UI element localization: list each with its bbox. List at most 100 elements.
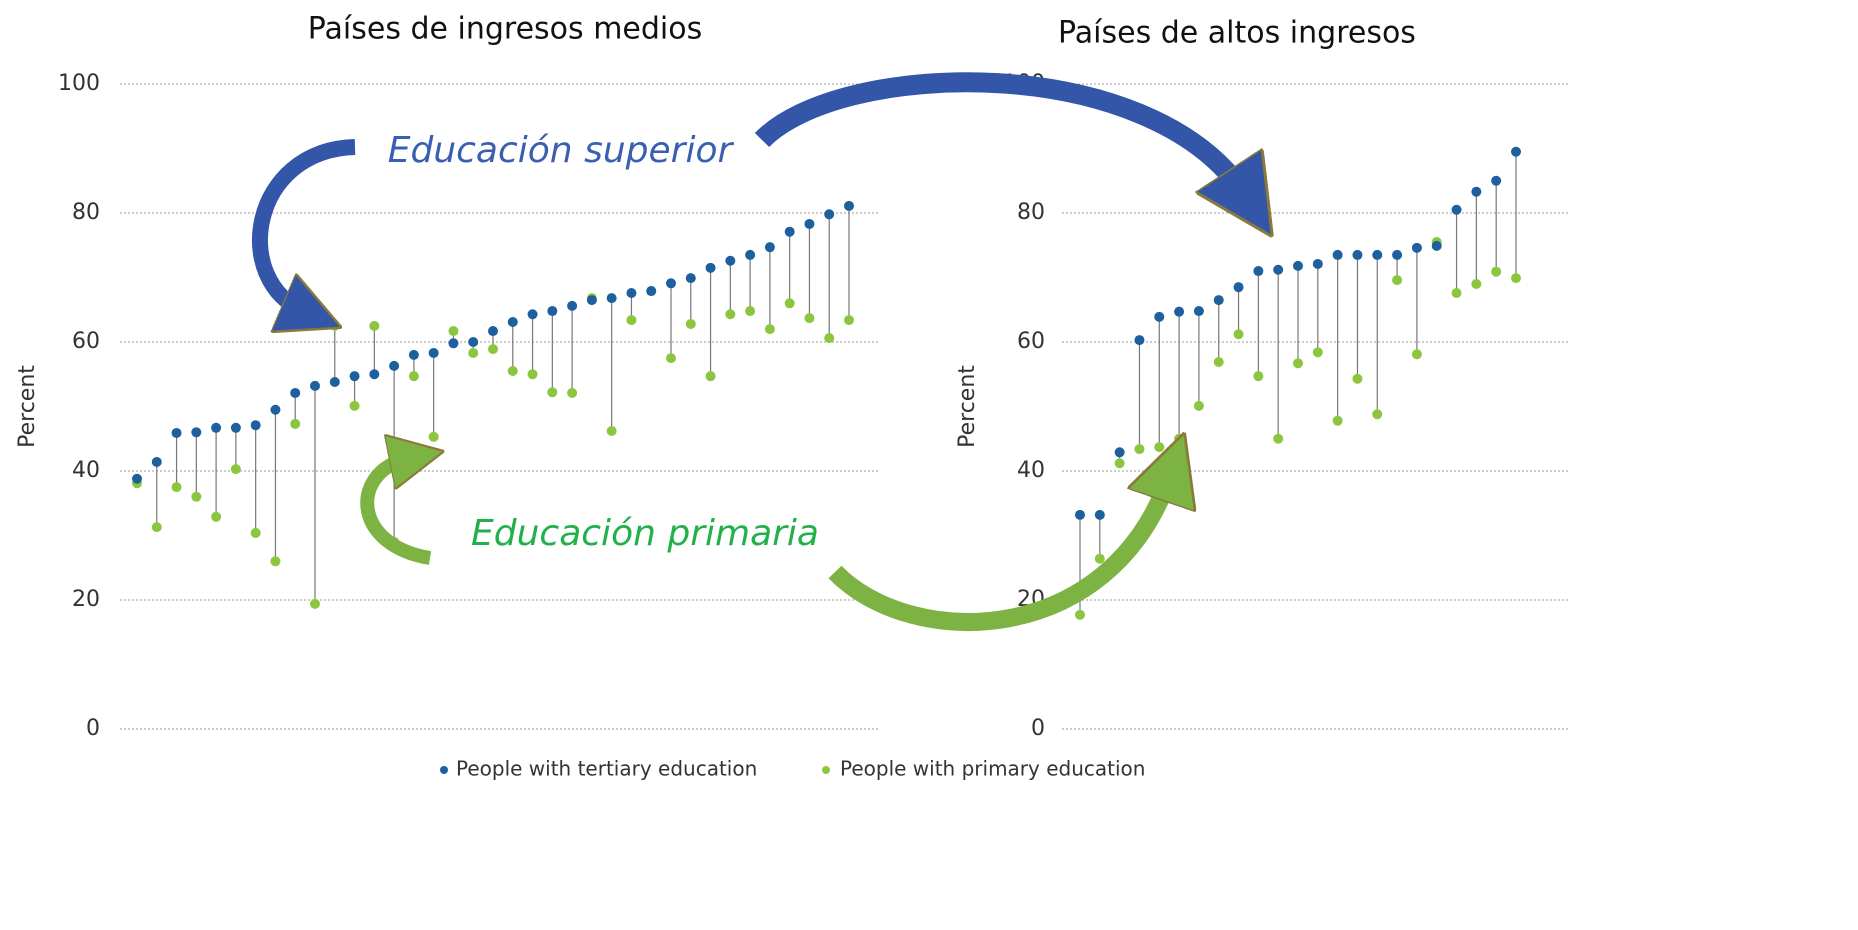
primary-dot [1352, 373, 1363, 384]
tertiary-dot [171, 427, 182, 438]
tertiary-dot [606, 293, 617, 304]
tertiary-dot [349, 371, 360, 382]
tertiary-dot [329, 376, 340, 387]
tertiary-dot [290, 387, 301, 398]
primary-dot [1392, 275, 1403, 286]
tertiary-dot [804, 218, 815, 229]
chart-title: Países de ingresos medios [308, 12, 702, 47]
arrow [360, 458, 430, 565]
tertiary-dot [764, 242, 775, 253]
tertiary-dot [132, 473, 142, 484]
primary-dot [171, 482, 182, 493]
tertiary-dot [725, 255, 736, 266]
tertiary-dot [488, 326, 498, 337]
primary-dot [270, 556, 281, 567]
primary-dot [527, 369, 538, 380]
y-tick-label: 0 [1031, 716, 1045, 741]
y-tick-label: 40 [1017, 458, 1045, 483]
tertiary-dot [448, 338, 459, 349]
y-axis-label: Percent [955, 365, 980, 448]
tertiary-dot [824, 209, 835, 220]
primary-dot [1213, 356, 1224, 367]
tertiary-dot [626, 287, 637, 298]
tertiary-dot [1312, 258, 1323, 269]
tertiary-dot [408, 349, 419, 360]
tertiary-dot [1253, 266, 1264, 277]
tertiary-dot [211, 422, 222, 433]
arrow [828, 475, 1170, 631]
arrow [754, 72, 1245, 195]
tertiary-dot [151, 456, 162, 467]
tertiary-dot [389, 360, 400, 371]
primary-dot [1233, 329, 1244, 340]
primary-dot [547, 387, 558, 398]
primary-dot [290, 418, 301, 429]
tertiary-dot [507, 317, 518, 328]
legend: People with tertiary education People wi… [440, 757, 1145, 781]
y-tick-label: 80 [1017, 200, 1045, 225]
tertiary-dot [369, 369, 380, 380]
y-tick-label: 60 [72, 329, 100, 354]
primary-dot [1411, 349, 1422, 360]
tertiary-dot [547, 306, 558, 317]
tertiary-dot [1332, 249, 1343, 260]
tertiary-dot [1491, 175, 1502, 186]
primary-dot [250, 527, 261, 538]
primary-dot [567, 387, 578, 398]
y-tick-label: 60 [1017, 329, 1045, 354]
primary-dot [1134, 444, 1145, 455]
tertiary-dot [784, 226, 795, 237]
primary-dot [310, 598, 320, 609]
primary-dot [725, 309, 736, 320]
y-tick-label: 0 [86, 716, 100, 741]
primary-dot [428, 431, 439, 442]
primary-dot [685, 318, 696, 329]
primary-dot [1293, 358, 1303, 369]
primary-dot [1253, 371, 1264, 382]
tertiary-dot [1094, 509, 1105, 520]
primary-dot [784, 298, 795, 309]
primary-dot [1372, 409, 1383, 420]
tertiary-dot [527, 309, 538, 320]
primary-dot [705, 371, 716, 382]
tertiary-dot [1293, 260, 1303, 271]
primary-dot [606, 426, 617, 437]
primary-dot [1471, 278, 1482, 289]
arrow [252, 139, 356, 312]
tertiary-dot [1352, 249, 1363, 260]
primary-dot [1312, 347, 1323, 358]
tertiary-dot [1273, 264, 1284, 275]
tertiary-dot [230, 422, 241, 433]
primary-dot [1154, 442, 1165, 453]
plots: Países de ingresos medios Percent 0 20 40 60 8… [15, 12, 1568, 741]
primary-dot [408, 371, 419, 382]
tertiary-dot [468, 337, 479, 347]
primary-dot [230, 464, 241, 475]
primary-dot [1273, 433, 1284, 444]
y-tick-label: 100 [58, 71, 100, 96]
primary-dot [1174, 433, 1185, 444]
primary-dot [1511, 273, 1521, 284]
primary-dot [448, 326, 459, 337]
tertiary-dot [1451, 204, 1462, 215]
primary-dot [151, 522, 162, 533]
primary-dot [329, 320, 340, 331]
tertiary-dot [567, 300, 578, 311]
primary-dot [844, 315, 854, 326]
tertiary-dot [1193, 306, 1204, 317]
primary-dot [191, 491, 202, 502]
tertiary-dot [428, 347, 439, 358]
primary-dot [1491, 266, 1502, 277]
tertiary-dot [1114, 447, 1125, 458]
tertiary-dot [1411, 242, 1422, 253]
tertiary-dot [1233, 282, 1244, 293]
primary-dot [488, 344, 498, 355]
tertiary-dot [1431, 240, 1442, 251]
primary-dot [666, 353, 676, 364]
tertiary-dot [191, 427, 202, 438]
tertiary-dot [844, 200, 854, 211]
tertiary-dot [745, 249, 756, 260]
primary-dot [764, 324, 775, 335]
y-tick-label: 80 [72, 200, 100, 225]
